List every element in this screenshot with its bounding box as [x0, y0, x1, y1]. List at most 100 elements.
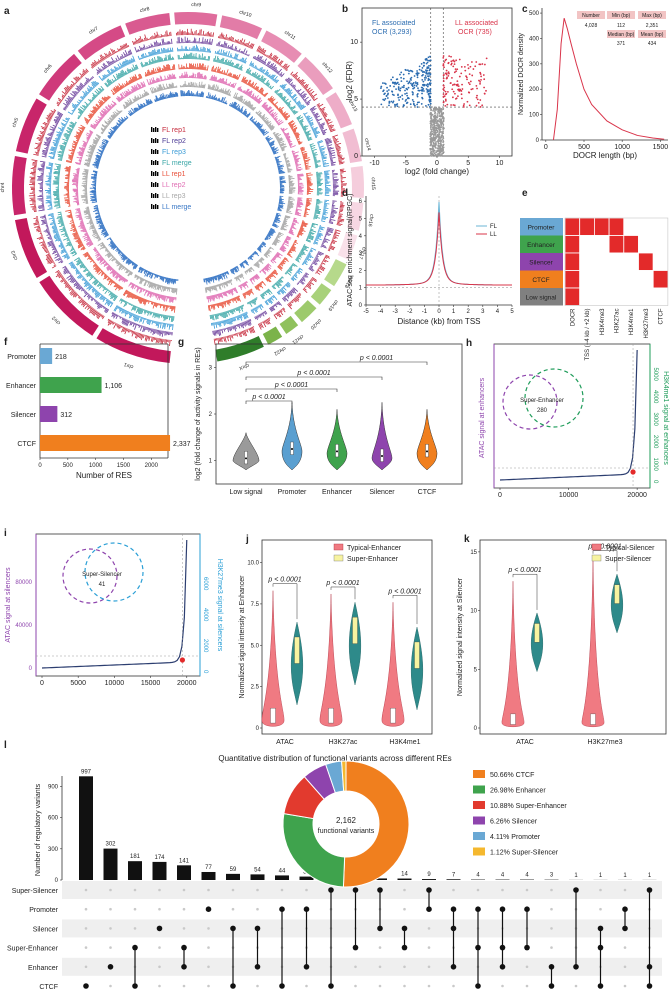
- signal-bar: [105, 247, 107, 249]
- signal-bar: [246, 91, 249, 96]
- signal-bar: [149, 271, 152, 275]
- signal-bar: [338, 213, 343, 215]
- signal-bar: [285, 77, 290, 82]
- signal-bar: [306, 136, 309, 139]
- signal-bar: [127, 270, 132, 276]
- signal-bar: [278, 140, 285, 145]
- signal-bar: [286, 102, 291, 106]
- signal-bar: [97, 220, 103, 223]
- signal-bar: [270, 126, 276, 131]
- signal-bar: [258, 124, 264, 129]
- signal-bar: [106, 265, 111, 270]
- signal-bar: [40, 235, 43, 237]
- signal-bar: [52, 128, 56, 131]
- signal-bar: [282, 131, 285, 133]
- signal-bar: [87, 85, 93, 91]
- signal-bar: [94, 120, 99, 125]
- signal-bar: [283, 131, 285, 134]
- signal-bar: [284, 114, 291, 119]
- signal-bar: [275, 70, 278, 73]
- signal-bar: [151, 100, 153, 104]
- signal-bar: [277, 233, 280, 236]
- signal-bar: [152, 336, 154, 342]
- signal-bar: [315, 118, 318, 120]
- signal-bar: [291, 245, 297, 249]
- signal-bar: [147, 327, 150, 331]
- signal-bar: [101, 223, 104, 225]
- signal-bar: [93, 162, 100, 165]
- signal-bar: [283, 152, 287, 155]
- signal-bar: [158, 56, 161, 63]
- signal-bar: [30, 205, 37, 208]
- signal-bar: [324, 138, 331, 142]
- signal-bar: [129, 68, 133, 73]
- signal-bar: [115, 284, 119, 288]
- signal-bar: [302, 261, 308, 266]
- signal-bar: [121, 56, 123, 59]
- signal-bar: [121, 118, 125, 122]
- signal-bar: [117, 74, 121, 79]
- signal-bar: [299, 104, 305, 109]
- signal-bar: [262, 93, 265, 96]
- signal-bar: [301, 125, 307, 129]
- signal-bar: [148, 281, 152, 288]
- signal-bar: [105, 298, 108, 300]
- signal-bar: [159, 275, 161, 278]
- signal-bar: [88, 119, 91, 121]
- signal-bar: [140, 103, 144, 108]
- signal-bar: [284, 158, 288, 161]
- signal-bar: [130, 107, 136, 114]
- signal-bar: [238, 109, 241, 112]
- signal-bar: [109, 96, 111, 98]
- signal-bar: [306, 238, 309, 240]
- signal-bar: [157, 49, 160, 55]
- signal-bar: [237, 108, 241, 112]
- signal-bar: [243, 90, 246, 94]
- signal-bar: [64, 255, 70, 259]
- signal-bar: [301, 93, 307, 99]
- signal-bar: [237, 107, 240, 111]
- signal-bar: [36, 137, 43, 141]
- signal-bar: [114, 305, 119, 312]
- signal-bar: [217, 98, 219, 101]
- signal-bar: [53, 120, 59, 124]
- chromosome-segment: [350, 166, 365, 198]
- signal-bar: [131, 261, 134, 265]
- signal-bar: [162, 314, 165, 319]
- signal-bar: [253, 121, 256, 124]
- signal-bar: [78, 151, 84, 155]
- signal-bar: [89, 78, 92, 81]
- signal-bar: [75, 238, 81, 242]
- signal-bar: [164, 96, 166, 99]
- signal-bar: [310, 279, 313, 282]
- signal-bar: [231, 62, 235, 67]
- signal-bar: [99, 258, 105, 264]
- signal-bar: [119, 275, 122, 279]
- signal-bar: [213, 85, 216, 91]
- signal-bar: [315, 257, 319, 260]
- signal-bar: [40, 219, 47, 222]
- signal-bar: [296, 169, 301, 172]
- signal-bar: [149, 319, 152, 326]
- signal-bar: [107, 277, 111, 281]
- signal-bar: [286, 270, 289, 273]
- signal-bar: [299, 120, 304, 124]
- signal-bar: [94, 80, 99, 85]
- signal-bar: [88, 103, 90, 106]
- signal-bar: [275, 136, 279, 139]
- signal-bar: [297, 174, 304, 176]
- signal-bar: [143, 269, 146, 271]
- signal-bar: [214, 50, 217, 54]
- signal-bar: [147, 100, 151, 105]
- signal-bar: [135, 295, 138, 300]
- signal-bar: [237, 96, 240, 101]
- signal-bar: [96, 133, 102, 138]
- signal-bar: [272, 242, 277, 246]
- signal-bar: [68, 133, 71, 135]
- signal-bar: [111, 242, 115, 245]
- signal-bar: [97, 283, 102, 287]
- signal-bar: [151, 86, 155, 94]
- signal-bar: [293, 274, 298, 279]
- signal-bar: [102, 244, 105, 247]
- signal-bar: [69, 278, 75, 283]
